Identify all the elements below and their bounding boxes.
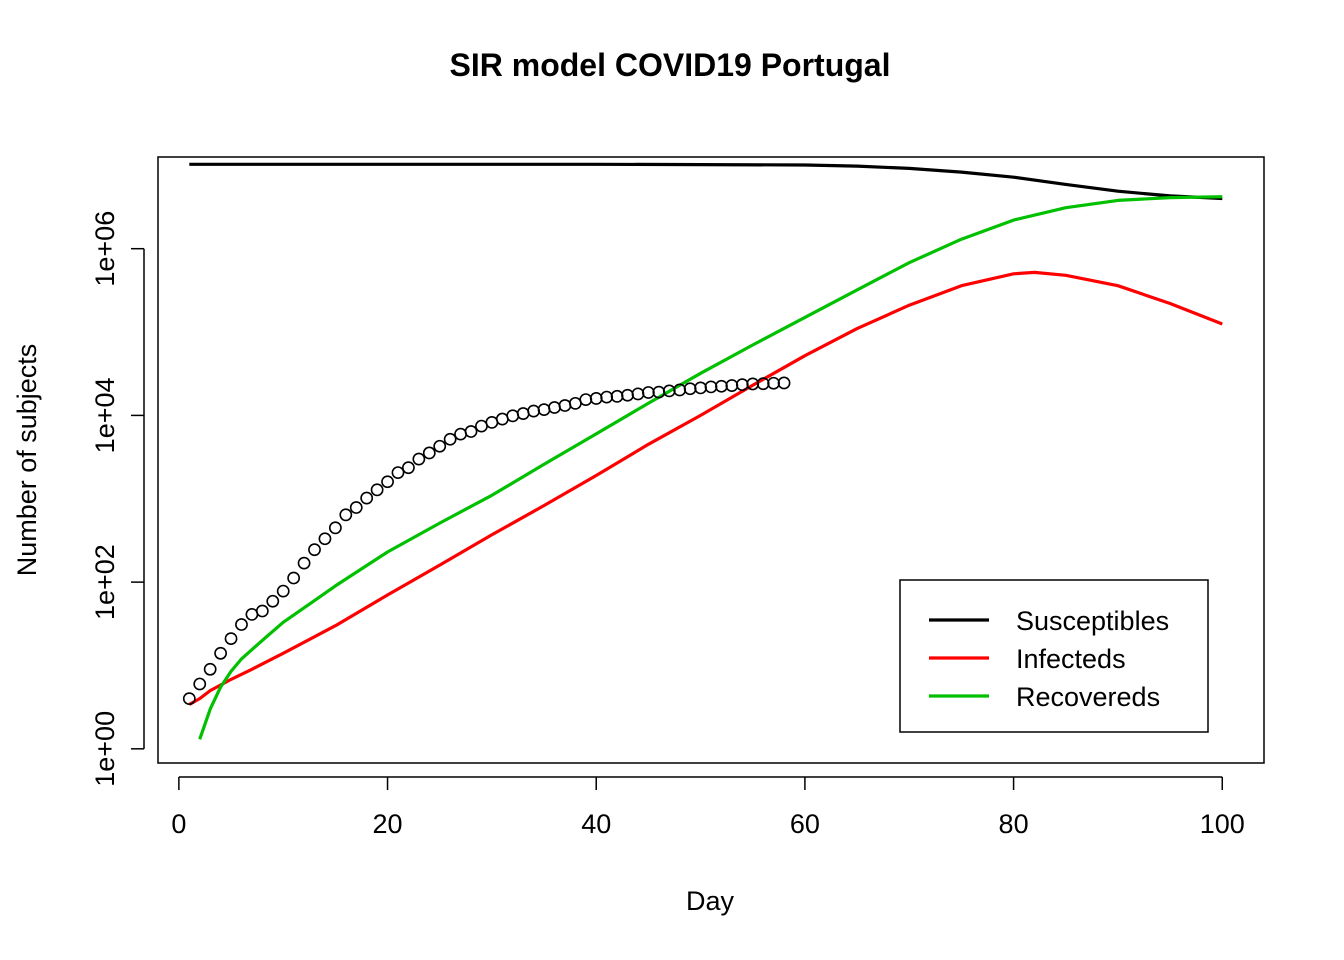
observed-point [381, 475, 394, 489]
observed-point [308, 543, 321, 557]
legend-label: Infecteds [1016, 644, 1126, 674]
observed-point [328, 521, 342, 535]
series-line-susceptibles [189, 162, 1223, 201]
y-tick-label: 1e+00 [90, 711, 120, 787]
x-tick-label: 100 [1200, 809, 1245, 839]
x-axis: 0 20 40 60 80 100 [171, 776, 1245, 839]
legend-label: Susceptibles [1016, 606, 1169, 636]
observed-point [360, 491, 374, 505]
observed-point [318, 532, 332, 546]
chart-title: SIR model COVID19 Portugal [450, 47, 891, 83]
y-tick-label: 1e+02 [90, 544, 120, 620]
series-line-infecteds [188, 270, 1223, 706]
observed-point [224, 632, 238, 646]
series-line-recovereds [198, 195, 1223, 740]
y-axis-label: Number of subjects [12, 344, 42, 577]
observed-point [433, 439, 447, 453]
series-layer [182, 162, 1223, 740]
observed-point [443, 432, 457, 446]
observed-point [287, 571, 301, 585]
plot-frame [157, 156, 1265, 764]
observed-point [412, 452, 426, 466]
observed-point [182, 692, 196, 706]
observed-point [297, 556, 311, 570]
observed-point [266, 594, 280, 608]
x-tick-label: 0 [171, 809, 186, 839]
x-tick-label: 60 [790, 809, 820, 839]
x-tick-label: 20 [373, 809, 403, 839]
observed-point [402, 461, 415, 475]
observed-point [349, 501, 363, 514]
observed-point [203, 662, 217, 676]
legend-box [899, 579, 1209, 733]
observed-point [235, 618, 248, 631]
observed-point [193, 677, 207, 691]
observed-points [182, 376, 791, 706]
x-tick-label: 40 [581, 809, 611, 839]
observed-point [391, 466, 405, 479]
legend-label: Recovereds [1016, 682, 1160, 712]
x-tick-label: 80 [999, 809, 1029, 839]
observed-point [777, 376, 791, 390]
observed-point [370, 483, 384, 497]
legend: Susceptibles Infecteds Recovereds [899, 579, 1209, 733]
y-tick-label: 1e+04 [90, 377, 120, 453]
observed-point [214, 646, 228, 660]
observed-point [276, 584, 290, 598]
y-tick-label: 1e+06 [90, 211, 120, 287]
observed-point [464, 425, 478, 438]
y-axis: 1e+00 1e+02 1e+04 1e+06 [90, 211, 145, 787]
observed-point [339, 508, 353, 522]
observed-point [422, 446, 436, 460]
x-axis-label: Day [686, 886, 735, 916]
observed-point [255, 604, 269, 618]
